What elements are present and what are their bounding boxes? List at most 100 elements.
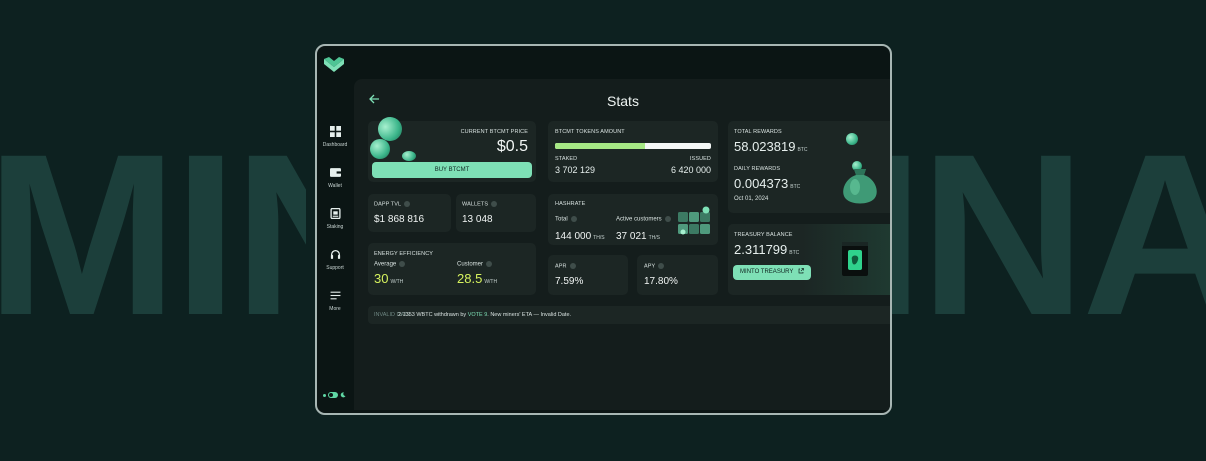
minto-treasury-button[interactable]: MINTO TREASURY (733, 265, 811, 280)
info-icon[interactable] (491, 201, 498, 207)
wallets-header: WALLETS (462, 201, 498, 208)
hashrate-customers-unit: TH/S (648, 235, 660, 241)
treasury-vault-image (842, 242, 868, 276)
info-icon[interactable] (399, 261, 406, 267)
miner-blocks-image (678, 206, 710, 235)
sidebar-item-label: Staking (326, 224, 344, 230)
treasury-label: TREASURY BALANCE (734, 232, 793, 238)
hashrate-total: 144 000 TH/S (555, 226, 605, 244)
info-icon[interactable] (664, 216, 671, 222)
back-arrow-icon[interactable] (368, 93, 380, 105)
sidebar-item-label: Dashboard (322, 142, 348, 148)
main-panel: Stats CURRENT BTCMT PRICE $0.5 BUY BTCMT… (354, 79, 890, 410)
hashrate-total-header: Total (555, 216, 577, 223)
price-card: CURRENT BTCMT PRICE $0.5 BUY BTCMT (368, 113, 536, 182)
sidebar-item-more[interactable]: More (317, 290, 353, 331)
info-icon[interactable] (569, 263, 576, 269)
ticker-text-start: 2.1353 WBTC withdrawn by (398, 312, 468, 318)
sidebar-item-staking[interactable]: Staking (317, 208, 353, 249)
hashrate-total-value: 144 000 (555, 231, 592, 242)
energy-cust-unit: W/TH (484, 279, 498, 285)
treasury-unit: BTC (789, 250, 800, 256)
minto-logo-icon (324, 57, 344, 72)
hashrate-customers: 37 021 TH/S (616, 226, 660, 244)
rewards-card: TOTAL REWARDS 58.023819 BTC DAILY REWARDS… (728, 121, 890, 213)
background-wordmark-left: MIN (0, 120, 306, 350)
daily-rewards: 0.004373 BTC (734, 175, 800, 193)
info-icon[interactable] (404, 201, 411, 207)
toggle-switch[interactable] (328, 392, 338, 398)
info-icon[interactable] (486, 261, 493, 267)
wallets-label: WALLETS (462, 201, 489, 208)
total-rewards-unit: BTC (797, 147, 808, 153)
sidebar-item-label: Wallet (328, 183, 342, 189)
wallet-icon (329, 168, 341, 177)
info-icon[interactable] (570, 216, 577, 222)
tokens-label: BTCMT TOKENS AMOUNT (555, 129, 625, 135)
daily-rewards-label: DAILY REWARDS (734, 166, 781, 172)
hashrate-label: HASHRATE (555, 201, 586, 207)
tokens-progress-fill (555, 143, 645, 149)
dapp-tvl-label: DAPP TVL (374, 201, 402, 208)
minto-treasury-label: MINTO TREASURY (740, 269, 794, 275)
issued-label: ISSUED (689, 156, 711, 162)
coin-image (846, 133, 858, 145)
rewards-date: Oct 01, 2024 (734, 196, 769, 202)
apr-value: 7.59% (555, 276, 584, 287)
hashrate-card: HASHRATE Total 144 000 TH/S Active custom… (548, 194, 718, 245)
treasury-value: 2.311799 (734, 242, 788, 257)
sun-icon (323, 393, 326, 397)
apr-label: APR (555, 263, 567, 270)
issued-value: 6 420 000 (670, 165, 711, 175)
energy-cust-value: 28.5 (457, 271, 483, 286)
treasury-card: TREASURY BALANCE 2.311799 BTC MINTO TREAS… (728, 224, 890, 295)
buy-btcmt-button[interactable]: BUY BTCMT (372, 162, 532, 178)
dapp-tvl-header: DAPP TVL (374, 201, 411, 208)
coin-image (370, 139, 390, 159)
sidebar-item-label: Support (326, 265, 344, 271)
price-value: $0.5 (496, 138, 528, 155)
wallets-card: WALLETS 13 048 (456, 194, 536, 232)
dapp-tvl-card: DAPP TVL $1 868 816 (368, 194, 451, 232)
total-rewards-value: 58.023819 (734, 139, 796, 154)
menu-icon (330, 291, 340, 300)
headset-icon (330, 250, 340, 259)
price-label: CURRENT BTCMT PRICE (460, 129, 528, 135)
background-wordmark-right: INA (890, 120, 1206, 350)
total-rewards: 58.023819 BTC (734, 138, 807, 156)
hashrate-customers-label: Active customers (616, 216, 662, 223)
coin-image (852, 161, 862, 171)
wallets-value: 13 048 (462, 214, 493, 225)
external-link-icon (798, 268, 804, 274)
info-icon[interactable] (658, 263, 665, 269)
energy-cust-label: Customer (457, 261, 484, 268)
hashrate-customers-value: 37 021 (616, 231, 647, 242)
sidebar-item-dashboard[interactable]: Dashboard (317, 126, 353, 167)
energy-label: ENERGY EFFICIENCY (374, 251, 434, 257)
apy-label: APY (644, 263, 656, 270)
sidebar-item-wallet[interactable]: Wallet (317, 167, 353, 208)
ticker-bar: INVALID DATE 2.1353 WBTC withdrawn by VO… (368, 306, 890, 324)
coin-image (402, 151, 416, 161)
apy-value: 17.80% (644, 276, 678, 287)
energy-avg-label: Average (374, 261, 397, 268)
ticker-message: 2.1353 WBTC withdrawn by VOTE 9. New min… (398, 306, 571, 324)
total-rewards-label: TOTAL REWARDS (734, 129, 782, 135)
energy-efficiency-card: ENERGY EFFICIENCY Average 30 W/TH Custome… (368, 243, 536, 295)
treasury-balance: 2.311799 BTC (734, 241, 799, 259)
energy-cust-header: Customer (457, 261, 493, 268)
apr-card: APR 7.59% (548, 255, 628, 295)
ticker-tag: INVALID DATE (374, 312, 411, 318)
theme-toggle[interactable] (323, 392, 346, 398)
app-window: Dashboard Wallet Staking Support More St… (315, 44, 892, 415)
energy-cust: 28.5 W/TH (457, 270, 497, 288)
ticker-vote-link[interactable]: VOTE 9 (467, 312, 488, 318)
energy-avg-header: Average (374, 261, 406, 268)
page-title: Stats (607, 93, 639, 109)
hashrate-total-label: Total (555, 216, 568, 223)
apr-header: APR (555, 263, 576, 269)
apy-header: APY (644, 263, 665, 270)
staking-icon (329, 208, 341, 219)
hashrate-customers-header: Active customers (616, 216, 671, 223)
sidebar-item-support[interactable]: Support (317, 249, 353, 290)
